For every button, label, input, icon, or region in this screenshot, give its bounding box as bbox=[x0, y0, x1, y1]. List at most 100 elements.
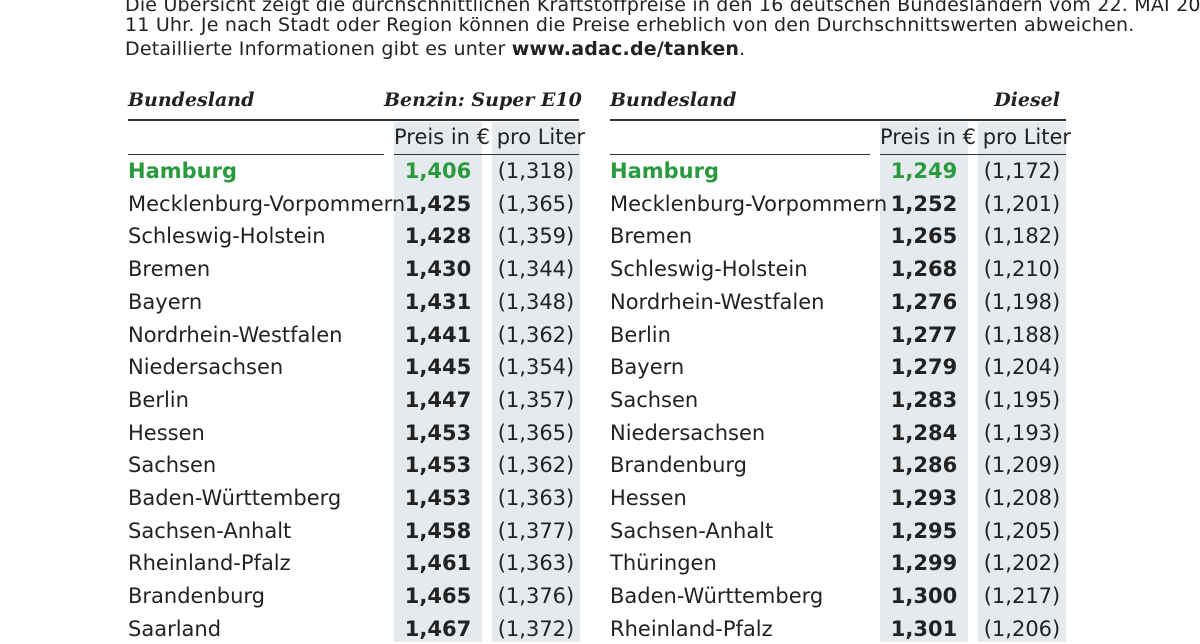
region-name: Sachsen bbox=[610, 387, 699, 412]
region-name: Bayern bbox=[128, 289, 203, 314]
prev-column-bg bbox=[978, 122, 1066, 642]
region-name: Berlin bbox=[128, 387, 189, 412]
price: 1,279 bbox=[890, 355, 958, 380]
price: 1,445 bbox=[404, 355, 472, 380]
price: 1,293 bbox=[890, 486, 958, 510]
price: 1,441 bbox=[404, 322, 472, 347]
intro-line: Die Übersicht zeigt die durchschnittlich… bbox=[125, 0, 1200, 16]
price-rule bbox=[394, 154, 579, 155]
region-name: Saarland bbox=[128, 616, 222, 641]
price: 1,283 bbox=[890, 387, 958, 412]
previous-price: (1,210) bbox=[983, 257, 1061, 282]
region-name: Baden-Württemberg bbox=[128, 486, 342, 510]
region-name: Brandenburg bbox=[610, 453, 748, 478]
previous-price: (1,363) bbox=[497, 551, 575, 576]
region-name: Hamburg bbox=[610, 159, 719, 183]
header-region: Bundesland bbox=[610, 89, 737, 111]
previous-price: (1,363) bbox=[497, 486, 575, 510]
previous-price: (1,365) bbox=[497, 191, 575, 216]
region-name: Berlin bbox=[610, 322, 671, 347]
price: 1,268 bbox=[890, 257, 958, 282]
previous-price: (1,195) bbox=[983, 387, 1061, 412]
name-rule bbox=[128, 154, 384, 155]
header-fuel: Diesel bbox=[994, 89, 1060, 111]
price: 1,428 bbox=[404, 224, 472, 249]
price: 1,425 bbox=[404, 191, 472, 216]
region-name: Rheinland-Pfalz bbox=[610, 616, 773, 641]
region-name: Schleswig-Holstein bbox=[610, 257, 808, 282]
previous-price: (1,362) bbox=[497, 453, 575, 478]
previous-price: (1,217) bbox=[983, 584, 1061, 609]
region-name: Sachsen-Anhalt bbox=[128, 518, 292, 543]
previous-price: (1,362) bbox=[497, 322, 575, 347]
region-name: Nordrhein-Westfalen bbox=[128, 322, 343, 347]
intro-line: Detaillierte Informationen gibt es unter… bbox=[125, 38, 746, 60]
price: 1,252 bbox=[890, 191, 958, 216]
previous-price: (1,359) bbox=[497, 224, 575, 249]
price: 1,430 bbox=[404, 257, 472, 282]
price: 1,406 bbox=[404, 159, 472, 183]
price: 1,458 bbox=[404, 518, 472, 543]
price: 1,301 bbox=[890, 616, 958, 641]
previous-price: (1,205) bbox=[983, 518, 1061, 543]
region-name: Schleswig-Holstein bbox=[128, 224, 326, 249]
region-name: Rheinland-Pfalz bbox=[128, 551, 291, 576]
previous-price: (1,198) bbox=[983, 289, 1061, 314]
region-name: Hessen bbox=[610, 486, 687, 510]
region-name: Bremen bbox=[610, 224, 693, 249]
region-name: Mecklenburg-Vorpommern bbox=[610, 191, 888, 216]
price: 1,453 bbox=[404, 486, 472, 510]
price: 1,284 bbox=[890, 420, 958, 445]
previous-price: (1,348) bbox=[497, 289, 575, 314]
previous-price: (1,172) bbox=[983, 159, 1061, 183]
price: 1,300 bbox=[890, 584, 958, 609]
price: 1,286 bbox=[890, 453, 958, 478]
price: 1,453 bbox=[404, 420, 472, 445]
price: 1,249 bbox=[890, 159, 958, 183]
previous-price: (1,206) bbox=[983, 616, 1061, 641]
previous-price: (1,318) bbox=[497, 159, 575, 183]
region-name: Sachsen bbox=[128, 453, 217, 478]
price: 1,276 bbox=[890, 289, 958, 314]
price: 1,467 bbox=[404, 616, 472, 641]
price: 1,465 bbox=[404, 584, 472, 609]
previous-price: (1,182) bbox=[983, 224, 1061, 249]
previous-price: (1,344) bbox=[497, 257, 575, 282]
price: 1,295 bbox=[890, 518, 958, 543]
price: 1,299 bbox=[890, 551, 958, 576]
region-name: Sachsen-Anhalt bbox=[610, 518, 774, 543]
price-rule bbox=[880, 154, 1066, 155]
link[interactable]: www.adac.de/tanken bbox=[511, 38, 740, 60]
previous-price: (1,188) bbox=[983, 322, 1061, 347]
header-rule bbox=[610, 119, 1066, 121]
price-column-bg bbox=[880, 122, 968, 642]
unit-label: Preis in € pro Liter bbox=[394, 125, 586, 149]
region-name: Nordrhein-Westfalen bbox=[610, 289, 825, 314]
previous-price: (1,193) bbox=[983, 420, 1061, 445]
previous-price: (1,357) bbox=[497, 387, 575, 412]
region-name: Brandenburg bbox=[128, 584, 266, 609]
previous-price: (1,365) bbox=[497, 420, 575, 445]
previous-price: (1,209) bbox=[983, 453, 1061, 478]
header-fuel: Benzin: Super E10 bbox=[384, 89, 582, 111]
header-region: Bundesland bbox=[128, 89, 255, 111]
price: 1,431 bbox=[404, 289, 472, 314]
previous-price: (1,208) bbox=[983, 486, 1061, 510]
previous-price: (1,354) bbox=[497, 355, 575, 380]
region-name: Niedersachsen bbox=[128, 355, 284, 380]
price: 1,277 bbox=[890, 322, 958, 347]
punct: . bbox=[739, 38, 746, 60]
previous-price: (1,376) bbox=[497, 584, 575, 609]
prev-column-bg bbox=[492, 122, 580, 642]
price: 1,461 bbox=[404, 551, 472, 576]
region-name: Bayern bbox=[610, 355, 685, 380]
price: 1,265 bbox=[890, 224, 958, 249]
previous-price: (1,202) bbox=[983, 551, 1061, 576]
region-name: Niedersachsen bbox=[610, 420, 766, 445]
price-column-bg bbox=[394, 122, 482, 642]
previous-price: (1,372) bbox=[497, 616, 575, 641]
page: Die Übersicht zeigt die durchschnittlich… bbox=[125, 0, 1200, 642]
previous-price: (1,204) bbox=[983, 355, 1061, 380]
region-name: Hessen bbox=[128, 420, 205, 445]
price: 1,453 bbox=[404, 453, 472, 478]
